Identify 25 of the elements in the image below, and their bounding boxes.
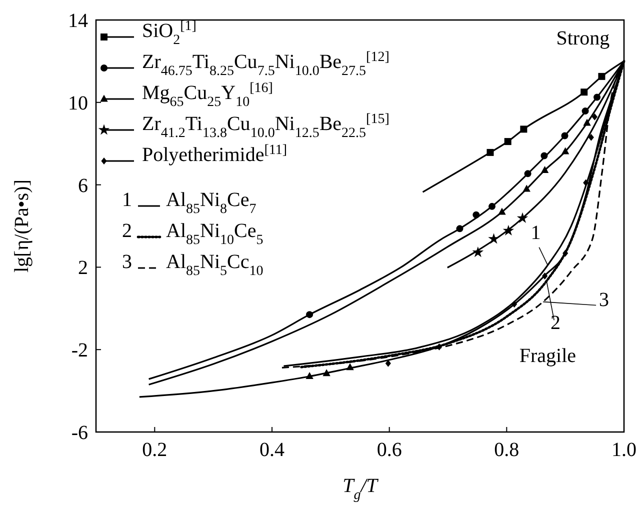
x-axis-title: T$_{g}$/T [342, 475, 380, 503]
x-tick-label: 0.4 [260, 439, 284, 461]
annotation: Strong [556, 28, 610, 50]
legend-label: Polyetherimide$^{[11]}$ [142, 143, 288, 166]
y-tick-label: 10 [68, 92, 88, 114]
text: 2 [122, 220, 132, 242]
x-tick-label: 0.6 [376, 439, 402, 461]
legend-label: Al$_{85}$Ni$_{10}$Ce$_{5}$ [166, 220, 264, 248]
legend-label: Al$_{85}$Ni$_{5}$Cc$_{10}$ [166, 251, 264, 279]
x-tick-label: 0.8 [494, 439, 520, 461]
annotation: Fragile [519, 344, 576, 367]
text: 3 [122, 251, 132, 273]
y-tick-label: -6 [71, 422, 88, 444]
y-tick-label: 2 [78, 257, 88, 280]
annotation: 2 [550, 312, 561, 334]
text: 1 [122, 189, 132, 211]
annotation: 3 [599, 288, 610, 311]
y-tick-label: -2 [71, 340, 88, 362]
y-axis-title: lg[η/(Pa•s)] [11, 180, 33, 272]
y-tick-label: 14 [68, 10, 88, 32]
y-tick-label: 6 [78, 174, 88, 197]
x-tick-label: 1.0 [612, 439, 636, 461]
legend-label: Al$_{85}$Ni$_{8}$Ce$_{7}$ [166, 189, 256, 217]
annotation: 1 [530, 222, 541, 244]
x-tick-label: 0.2 [142, 439, 168, 461]
